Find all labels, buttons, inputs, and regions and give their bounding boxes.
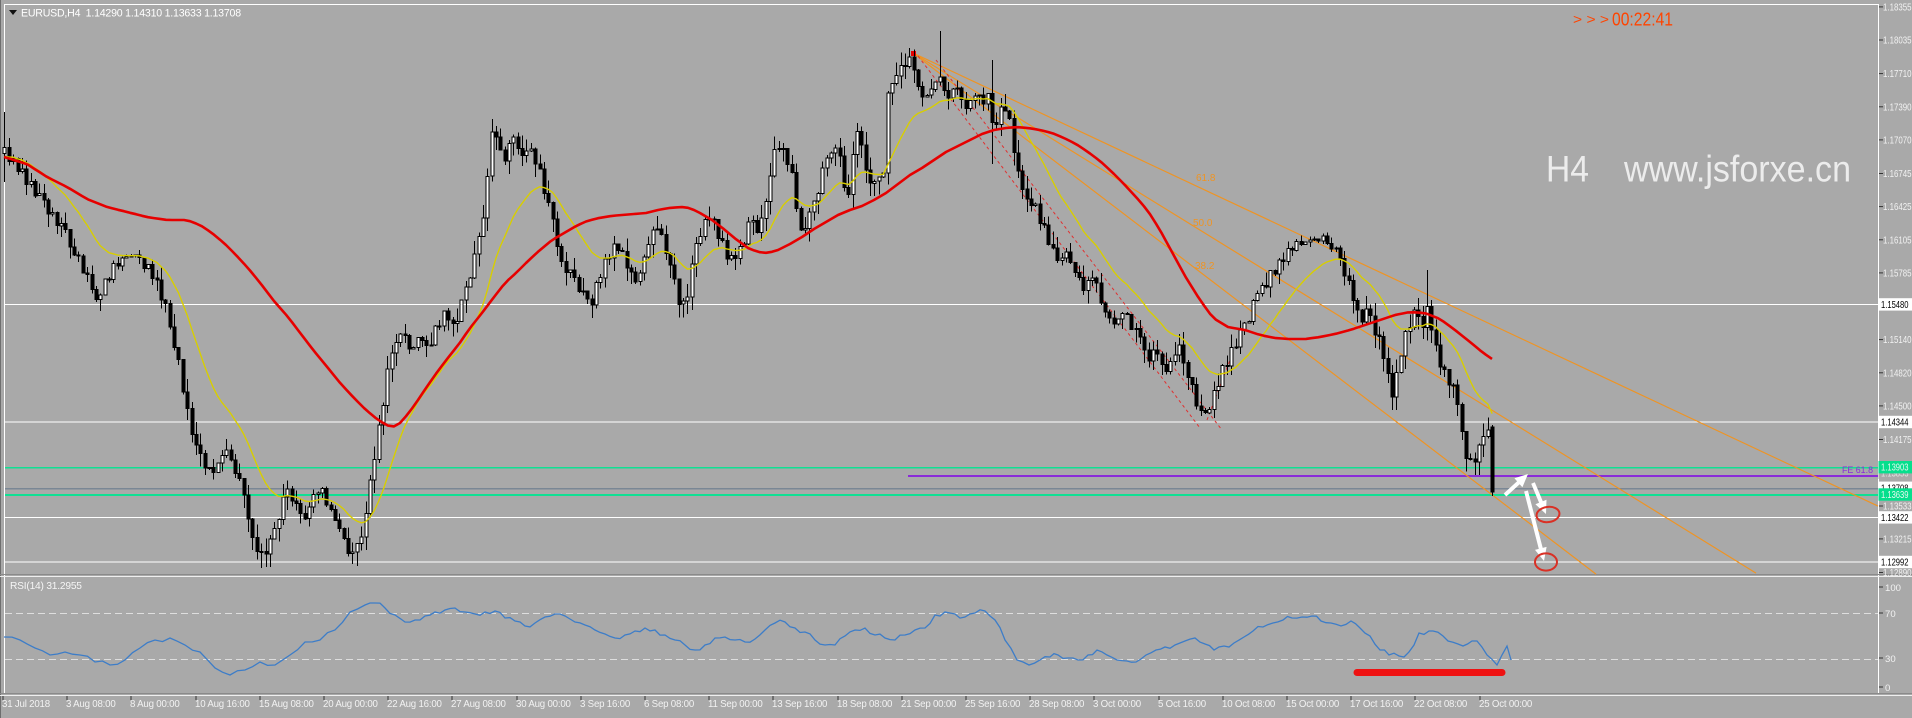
svg-text:1.14344: 1.14344 bbox=[1881, 418, 1909, 429]
svg-text:1.18035: 1.18035 bbox=[1883, 36, 1912, 47]
svg-text:3 Aug 08:00: 3 Aug 08:00 bbox=[66, 699, 116, 710]
svg-text:1.15140: 1.15140 bbox=[1883, 335, 1912, 346]
svg-text:10 Oct 08:00: 10 Oct 08:00 bbox=[1222, 699, 1276, 710]
svg-text:1.13422: 1.13422 bbox=[1881, 513, 1909, 524]
svg-text:1.16425: 1.16425 bbox=[1883, 202, 1912, 213]
svg-text:11 Sep 00:00: 11 Sep 00:00 bbox=[708, 699, 763, 710]
svg-text:18 Sep 08:00: 18 Sep 08:00 bbox=[837, 699, 893, 710]
svg-text:1.13903: 1.13903 bbox=[1881, 463, 1909, 474]
svg-text:1.13639: 1.13639 bbox=[1881, 490, 1909, 501]
svg-text:22 Aug 16:00: 22 Aug 16:00 bbox=[387, 699, 443, 710]
svg-text:5 Oct 16:00: 5 Oct 16:00 bbox=[1158, 699, 1207, 710]
svg-text:50.0: 50.0 bbox=[1193, 218, 1213, 229]
svg-text:1.15785: 1.15785 bbox=[1883, 268, 1912, 279]
svg-text:1.17710: 1.17710 bbox=[1883, 69, 1912, 80]
svg-text:30 Aug 00:00: 30 Aug 00:00 bbox=[516, 699, 572, 710]
svg-text:30: 30 bbox=[1885, 654, 1896, 665]
svg-text:25 Sep 16:00: 25 Sep 16:00 bbox=[965, 699, 1021, 710]
svg-text:1.16105: 1.16105 bbox=[1883, 235, 1912, 246]
svg-text:1.17390: 1.17390 bbox=[1883, 102, 1912, 113]
svg-text:1.12992: 1.12992 bbox=[1881, 558, 1909, 569]
svg-text:EURUSD,H4 1.14290 1.14310 1.1: EURUSD,H4 1.14290 1.14310 1.13633 1.1370… bbox=[21, 8, 241, 20]
svg-text:1.13215: 1.13215 bbox=[1883, 534, 1912, 545]
svg-text:3 Oct 00:00: 3 Oct 00:00 bbox=[1093, 699, 1142, 710]
svg-text:27 Aug 08:00: 27 Aug 08:00 bbox=[451, 699, 507, 710]
svg-text:1.14175: 1.14175 bbox=[1883, 435, 1912, 446]
svg-text:31 Jul 2018: 31 Jul 2018 bbox=[2, 699, 50, 710]
svg-text:17 Oct 16:00: 17 Oct 16:00 bbox=[1350, 699, 1404, 710]
svg-text:1.17070: 1.17070 bbox=[1883, 135, 1912, 146]
svg-text:6 Sep 08:00: 6 Sep 08:00 bbox=[644, 699, 695, 710]
svg-text:70: 70 bbox=[1885, 609, 1896, 620]
svg-text:00:22:41: 00:22:41 bbox=[1612, 9, 1673, 30]
svg-text:1.14820: 1.14820 bbox=[1883, 368, 1912, 379]
svg-text:8 Aug 00:00: 8 Aug 00:00 bbox=[130, 699, 180, 710]
svg-text:0: 0 bbox=[1885, 683, 1890, 694]
svg-text:38.2: 38.2 bbox=[1195, 261, 1215, 272]
svg-text:3 Sep 16:00: 3 Sep 16:00 bbox=[580, 699, 631, 710]
svg-text:13 Sep 16:00: 13 Sep 16:00 bbox=[772, 699, 828, 710]
svg-text:www.jsforxe.cn: www.jsforxe.cn bbox=[1623, 149, 1851, 190]
svg-text:100: 100 bbox=[1885, 583, 1901, 594]
svg-text:21 Sep 00:00: 21 Sep 00:00 bbox=[901, 699, 957, 710]
svg-text:1.14500: 1.14500 bbox=[1883, 401, 1912, 412]
svg-text:H4: H4 bbox=[1546, 149, 1589, 190]
svg-text:28 Sep 08:00: 28 Sep 08:00 bbox=[1029, 699, 1085, 710]
svg-text:1.13533: 1.13533 bbox=[1883, 502, 1912, 513]
svg-text:1.13853: 1.13853 bbox=[1881, 468, 1909, 479]
svg-text:FE 61.8: FE 61.8 bbox=[1842, 465, 1873, 476]
svg-text:22 Oct 08:00: 22 Oct 08:00 bbox=[1414, 699, 1468, 710]
svg-text:25 Oct 00:00: 25 Oct 00:00 bbox=[1479, 699, 1533, 710]
svg-text:61.8: 61.8 bbox=[1196, 173, 1216, 184]
svg-text:1.16745: 1.16745 bbox=[1883, 169, 1912, 180]
svg-text:1.18355: 1.18355 bbox=[1883, 2, 1912, 13]
svg-text:> > >: > > > bbox=[1573, 12, 1609, 27]
svg-text:10 Aug 16:00: 10 Aug 16:00 bbox=[195, 699, 251, 710]
svg-text:15 Oct 00:00: 15 Oct 00:00 bbox=[1286, 699, 1340, 710]
svg-text:1.12890: 1.12890 bbox=[1883, 568, 1912, 579]
svg-text:RSI(14) 31.2955: RSI(14) 31.2955 bbox=[10, 581, 82, 592]
svg-text:15 Aug 08:00: 15 Aug 08:00 bbox=[259, 699, 315, 710]
svg-text:1.15480: 1.15480 bbox=[1881, 300, 1909, 311]
svg-text:20 Aug 00:00: 20 Aug 00:00 bbox=[323, 699, 379, 710]
